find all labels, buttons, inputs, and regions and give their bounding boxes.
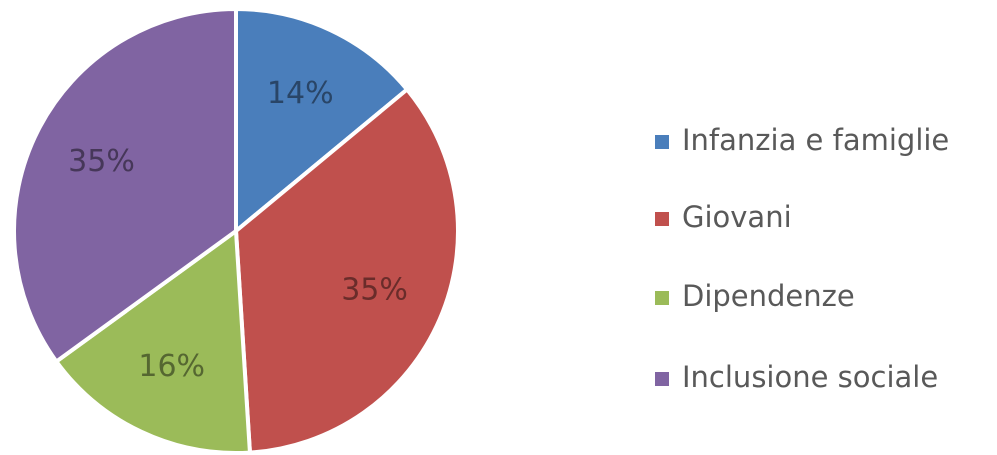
- legend-label: Dipendenze: [682, 279, 855, 313]
- data-label: 35%: [68, 144, 135, 179]
- pie-slice: [12, 6, 238, 365]
- legend-label: Inclusione sociale: [682, 360, 938, 394]
- pie-slice: [233, 86, 460, 455]
- legend-swatch: [655, 135, 669, 149]
- legend-swatch: [655, 291, 669, 305]
- data-label: 14%: [267, 76, 334, 111]
- pie-slice: [234, 6, 410, 236]
- pie-slice: [53, 227, 253, 455]
- data-label: 35%: [341, 272, 408, 307]
- legend-label: Infanzia e famiglie: [682, 123, 949, 157]
- legend-swatch: [655, 372, 669, 386]
- legend-swatch: [655, 212, 669, 226]
- data-label: 16%: [138, 349, 205, 384]
- legend-label: Giovani: [682, 200, 792, 234]
